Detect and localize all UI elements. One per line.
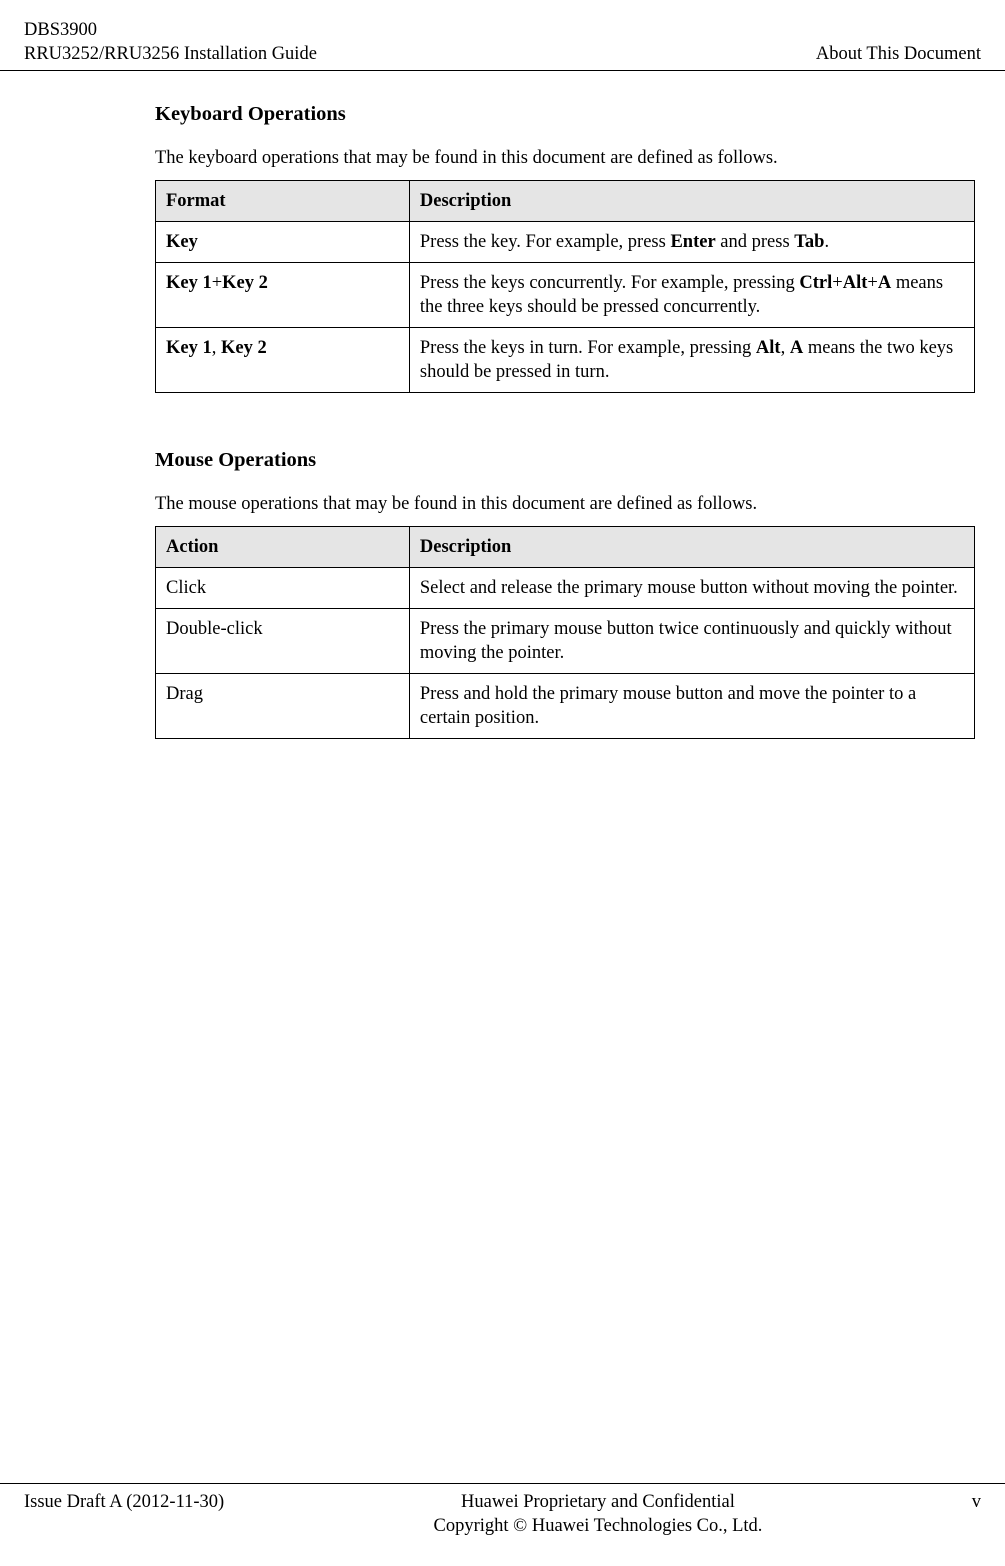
page-header: DBS3900 RRU3252/RRU3256 Installation Gui…	[0, 0, 1005, 71]
cell-desc: Press the keys in turn. For example, pre…	[409, 327, 974, 392]
cell-desc: Press the primary mouse button twice con…	[409, 608, 974, 673]
table-header-row: Action Description	[156, 526, 975, 567]
cell-action: Click	[156, 567, 410, 608]
cell-format: Key 1, Key 2	[156, 327, 410, 392]
table-header-row: Format Description	[156, 180, 975, 221]
cell-action: Drag	[156, 673, 410, 738]
table-row: Click Select and release the primary mou…	[156, 567, 975, 608]
col-description: Description	[409, 526, 974, 567]
section-title-mouse: Mouse Operations	[155, 447, 975, 474]
cell-desc: Press the key. For example, press Enter …	[409, 221, 974, 262]
table-row: Key 1, Key 2 Press the keys in turn. For…	[156, 327, 975, 392]
col-action: Action	[156, 526, 410, 567]
cell-format: Key 1+Key 2	[156, 262, 410, 327]
table-row: Key Press the key. For example, press En…	[156, 221, 975, 262]
col-description: Description	[409, 180, 974, 221]
table-row: Double-click Press the primary mouse but…	[156, 608, 975, 673]
section-intro-mouse: The mouse operations that may be found i…	[155, 492, 975, 516]
section-intro-keyboard: The keyboard operations that may be foun…	[155, 146, 975, 170]
cell-format: Key	[156, 221, 410, 262]
doc-title: RRU3252/RRU3256 Installation Guide	[24, 42, 317, 66]
footer-issue: Issue Draft A (2012-11-30)	[24, 1490, 224, 1514]
col-format: Format	[156, 180, 410, 221]
section-title-keyboard: Keyboard Operations	[155, 101, 975, 128]
footer-page-num: v	[972, 1490, 981, 1514]
cell-desc: Press the keys concurrently. For example…	[409, 262, 974, 327]
doc-code: DBS3900	[24, 18, 317, 42]
table-row: Drag Press and hold the primary mouse bu…	[156, 673, 975, 738]
page-footer: Issue Draft A (2012-11-30) Huawei Propri…	[0, 1483, 1005, 1566]
footer-confidential: Huawei Proprietary and Confidential	[434, 1490, 763, 1514]
table-row: Key 1+Key 2 Press the keys concurrently.…	[156, 262, 975, 327]
cell-action: Double-click	[156, 608, 410, 673]
mouse-table: Action Description Click Select and rele…	[155, 526, 975, 739]
page-content: Keyboard Operations The keyboard operati…	[0, 71, 1005, 739]
cell-desc: Press and hold the primary mouse button …	[409, 673, 974, 738]
keyboard-table: Format Description Key Press the key. Fo…	[155, 180, 975, 393]
footer-copyright: Copyright © Huawei Technologies Co., Ltd…	[434, 1514, 763, 1538]
cell-desc: Select and release the primary mouse but…	[409, 567, 974, 608]
header-chapter: About This Document	[816, 42, 981, 66]
header-left: DBS3900 RRU3252/RRU3256 Installation Gui…	[24, 18, 317, 66]
footer-center: Huawei Proprietary and Confidential Copy…	[434, 1490, 763, 1538]
